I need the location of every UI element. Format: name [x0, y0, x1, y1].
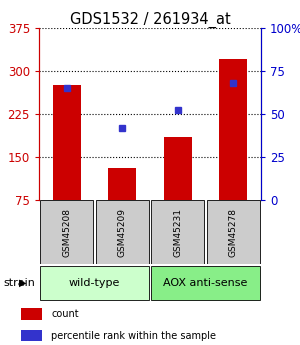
- FancyBboxPatch shape: [96, 200, 149, 264]
- Text: ▶: ▶: [19, 278, 26, 288]
- Text: GSM45209: GSM45209: [118, 207, 127, 257]
- FancyBboxPatch shape: [40, 266, 149, 300]
- Text: wild-type: wild-type: [69, 278, 120, 288]
- Bar: [53, 85, 81, 200]
- Bar: [21, 308, 42, 319]
- Text: GSM45208: GSM45208: [62, 207, 71, 257]
- Bar: [108, 168, 136, 200]
- FancyBboxPatch shape: [151, 266, 260, 300]
- Text: count: count: [51, 309, 79, 319]
- Text: GSM45278: GSM45278: [229, 207, 238, 257]
- FancyBboxPatch shape: [207, 200, 260, 264]
- Text: GSM45231: GSM45231: [173, 207, 182, 257]
- FancyBboxPatch shape: [40, 200, 93, 264]
- Bar: [21, 330, 42, 341]
- Text: percentile rank within the sample: percentile rank within the sample: [51, 331, 216, 341]
- FancyBboxPatch shape: [151, 200, 204, 264]
- Text: strain: strain: [3, 278, 35, 288]
- Title: GDS1532 / 261934_at: GDS1532 / 261934_at: [70, 11, 230, 28]
- Text: AOX anti-sense: AOX anti-sense: [163, 278, 248, 288]
- Bar: [164, 137, 192, 200]
- Bar: [219, 59, 247, 200]
